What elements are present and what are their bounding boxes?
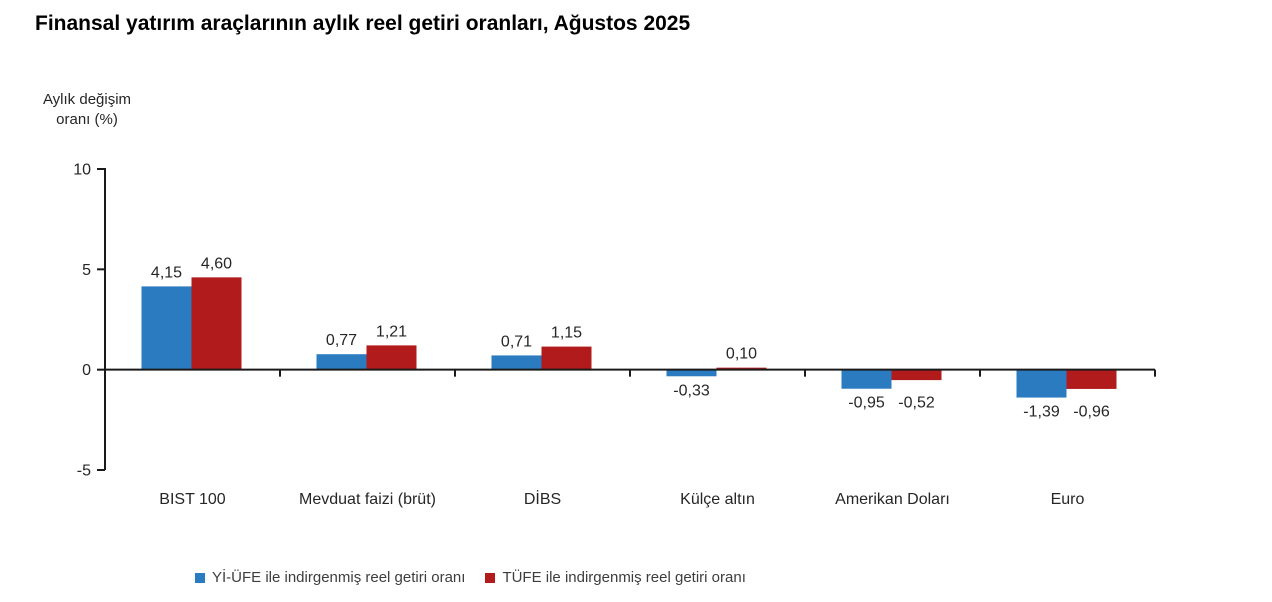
legend-label-yi-ufe: Yİ-ÜFE ile indirgenmiş reel getiri oranı <box>212 569 466 586</box>
category-label-4: Külçe altın <box>680 491 755 508</box>
legend-label-tufe: TÜFE ile indirgenmiş reel getiri oranı <box>502 569 746 586</box>
legend-item-yi-ufe: Yİ-ÜFE ile indirgenmiş reel getiri oranı <box>195 569 465 586</box>
y-tick-label-5: 5 <box>82 262 91 279</box>
value-label-tufe-2: 1,21 <box>376 323 407 340</box>
chart-title: Finansal yatırım araçlarının aylık reel … <box>35 12 691 35</box>
bar-yi-ufe-3 <box>491 355 542 370</box>
bar-yi-ufe-4 <box>666 369 717 377</box>
bar-yi-ufe-5 <box>841 369 892 389</box>
bar-yi-ufe-6 <box>1016 369 1067 398</box>
bar-yi-ufe-1 <box>141 286 192 370</box>
y-axis-label-line2: oranı (%) <box>56 111 118 128</box>
y-tick-label-10: 10 <box>73 162 91 179</box>
value-label-tufe-5: -0,52 <box>898 395 935 412</box>
legend-item-tufe: TÜFE ile indirgenmiş reel getiri oranı <box>485 569 746 586</box>
legend-swatch-tufe-icon <box>485 572 496 583</box>
value-label-yi-ufe-2: 0,77 <box>326 332 357 349</box>
value-label-yi-ufe-3: 0,71 <box>501 333 532 350</box>
bar-tufe-4 <box>716 367 767 370</box>
bar-tufe-2 <box>366 345 417 370</box>
bar-tufe-5 <box>891 369 942 381</box>
value-label-tufe-6: -0,96 <box>1073 404 1110 421</box>
value-label-tufe-4: 0,10 <box>726 346 757 363</box>
bar-tufe-6 <box>1066 369 1117 389</box>
value-label-tufe-3: 1,15 <box>551 325 582 342</box>
value-label-yi-ufe-6: -1,39 <box>1023 404 1060 421</box>
value-label-yi-ufe-1: 4,15 <box>151 264 182 281</box>
y-axis-label: Aylık değişim oranı (%) <box>22 90 152 130</box>
chart-legend: Yİ-ÜFE ile indirgenmiş reel getiri oranı… <box>195 569 746 586</box>
category-label-3: DİBS <box>524 489 561 508</box>
y-tick-label-0: 0 <box>82 362 91 379</box>
value-label-tufe-1: 4,60 <box>201 255 232 272</box>
category-label-6: Euro <box>1051 491 1085 508</box>
category-label-5: Amerikan Doları <box>835 491 950 508</box>
legend-swatch-yi-ufe-icon <box>195 572 205 583</box>
bar-tufe-3 <box>541 346 592 370</box>
category-label-1: BIST 100 <box>159 491 226 508</box>
value-label-yi-ufe-5: -0,95 <box>848 395 885 412</box>
y-tick-label--5: -5 <box>77 463 91 480</box>
value-label-yi-ufe-4: -0,33 <box>673 382 710 399</box>
bar-tufe-1 <box>191 277 242 370</box>
y-axis-label-line1: Aylık değişim <box>42 91 132 108</box>
bar-yi-ufe-2 <box>316 354 367 370</box>
category-label-2: Mevduat faizi (brüt) <box>299 491 436 508</box>
